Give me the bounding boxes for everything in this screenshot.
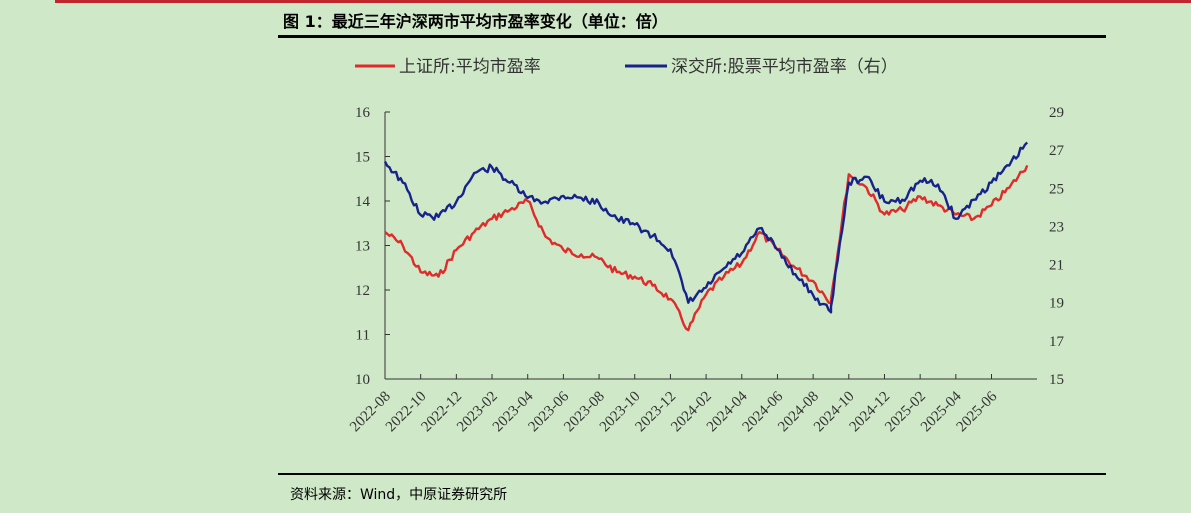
series-layer xyxy=(385,143,1027,331)
y-right-tick-label: 23 xyxy=(1049,219,1064,235)
y-left-tick-label: 14 xyxy=(355,194,371,210)
legend: 上证所:平均市盈率 深交所:股票平均市盈率（右） xyxy=(355,57,898,77)
source-note: 资料来源：Wind，中原证券研究所 xyxy=(290,484,507,504)
y-right-tick-label: 25 xyxy=(1049,181,1064,197)
y-left-tick-label: 15 xyxy=(355,150,370,166)
y-left-tick-label: 12 xyxy=(355,283,370,299)
bottom-rule xyxy=(278,473,1106,475)
legend-sse-label: 上证所:平均市盈率 xyxy=(399,57,541,77)
y-right-tick-label: 19 xyxy=(1049,296,1064,312)
y-left-tick-label: 16 xyxy=(355,105,371,121)
y-right-tick-label: 27 xyxy=(1049,143,1065,159)
y-right-tick-label: 21 xyxy=(1049,258,1064,274)
y-right-tick-label: 29 xyxy=(1049,105,1064,121)
x-tick-label: 2025-06 xyxy=(954,388,1001,435)
y-left-tick-label: 13 xyxy=(355,239,370,255)
y-right-tick-label: 15 xyxy=(1049,372,1064,388)
series-line-sse xyxy=(385,165,1027,330)
legend-szse-label: 深交所:股票平均市盈率（右） xyxy=(671,57,898,77)
axes: 1011121314151615171921232527292022-08202… xyxy=(347,105,1064,435)
y-left-tick-label: 11 xyxy=(356,328,370,344)
y-right-tick-label: 17 xyxy=(1049,334,1065,350)
y-left-tick-label: 10 xyxy=(355,372,370,388)
